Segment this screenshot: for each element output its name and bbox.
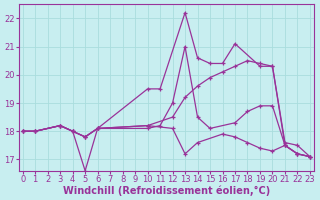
X-axis label: Windchill (Refroidissement éolien,°C): Windchill (Refroidissement éolien,°C) xyxy=(63,185,270,196)
